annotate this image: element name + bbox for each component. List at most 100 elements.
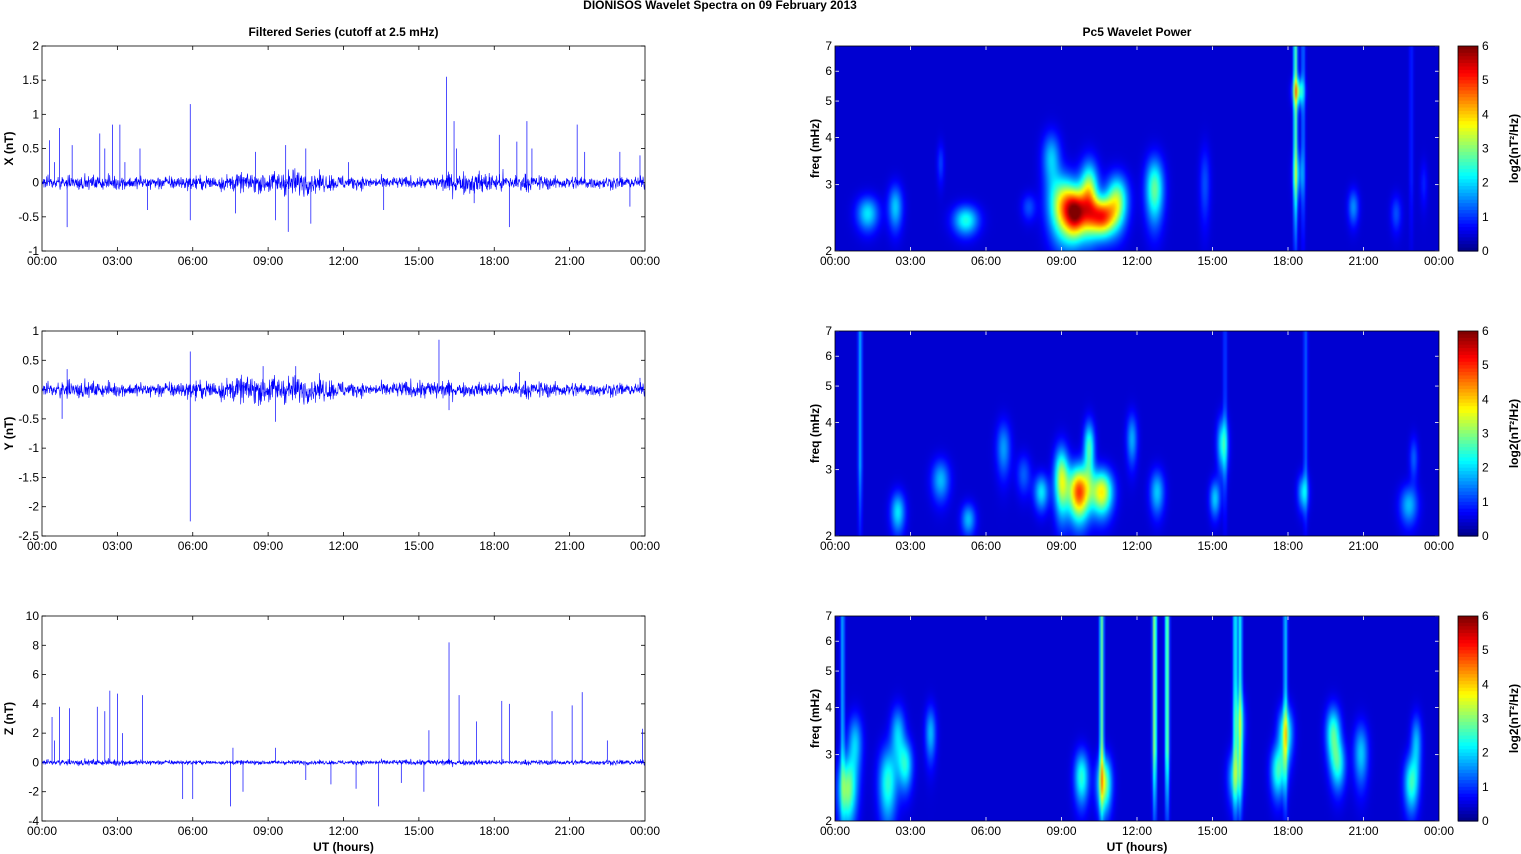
colorbar-swatch [1458, 389, 1478, 394]
colorbar-swatch [1458, 46, 1478, 51]
colorbar-swatch [1458, 358, 1478, 363]
y-tick-label: -1 [28, 441, 39, 455]
colorbar-swatch [1458, 522, 1478, 527]
colorbar: 6 5 4 3 2 1 0 log2(nT²/Hz) [1457, 324, 1521, 543]
colorbar-swatch [1458, 151, 1478, 156]
colorbar-swatch [1458, 670, 1478, 675]
x-tick-label: 06:00 [971, 824, 1001, 838]
colorbar-swatch [1458, 117, 1478, 122]
y-tick-label: 10 [26, 609, 40, 623]
colorbar-swatch [1458, 488, 1478, 493]
colorbar-swatch [1458, 687, 1478, 692]
colorbar-swatch [1458, 348, 1478, 353]
colorbar-swatch [1458, 141, 1478, 146]
x-tick-label: 00:00 [630, 254, 660, 268]
colorbar-swatch [1458, 629, 1478, 634]
colorbar-swatch [1458, 93, 1478, 98]
x-tick-label: 21:00 [555, 824, 585, 838]
data-trace [41, 373, 646, 407]
colorbar-swatch [1458, 800, 1478, 805]
colorbar-swatch [1458, 76, 1478, 81]
colorbar-swatch [1458, 674, 1478, 679]
colorbar-swatch [1458, 87, 1478, 92]
y-tick-label: -4 [28, 814, 39, 828]
colorbar-swatch [1458, 107, 1478, 112]
plot-frame [41, 615, 646, 822]
colorbar-swatch [1458, 619, 1478, 624]
x-tick-label: 15:00 [404, 824, 434, 838]
colorbar-swatch [1458, 739, 1478, 744]
colorbar-swatch [1458, 525, 1478, 530]
colorbar-swatch [1458, 793, 1478, 798]
colorbar-swatch [1458, 639, 1478, 644]
x-axis-label: UT (hours) [313, 840, 374, 854]
x-tick-label: 12:00 [1122, 824, 1152, 838]
colorbar-tick-label: 2 [1482, 176, 1489, 190]
colorbar-swatch [1458, 158, 1478, 163]
colorbar-tick-label: 4 [1482, 107, 1489, 121]
colorbar-tick-label: 0 [1482, 529, 1489, 543]
x-tick-label: 15:00 [1197, 824, 1227, 838]
colorbar-tick-label: 5 [1482, 643, 1489, 657]
x-tick-label: 21:00 [1348, 824, 1378, 838]
colorbar-swatch [1458, 344, 1478, 349]
colorbar-swatch [1458, 498, 1478, 503]
y-tick-label: -1.5 [18, 470, 39, 484]
colorbar-swatch [1458, 83, 1478, 88]
y-tick-label: 4 [32, 697, 39, 711]
colorbar-swatch [1458, 196, 1478, 201]
y-tick-label: 3 [825, 748, 832, 762]
x-tick-label: 18:00 [479, 824, 509, 838]
colorbar-swatch [1458, 365, 1478, 370]
colorbar-swatch [1458, 776, 1478, 781]
x-tick-label: 03:00 [102, 539, 132, 553]
y-tick-label: 1 [32, 324, 39, 338]
x-tick-label: 09:00 [1046, 254, 1076, 268]
colorbar-swatch [1458, 471, 1478, 476]
x-tick-label: 09:00 [253, 824, 283, 838]
plot-frame [41, 330, 646, 537]
colorbar-swatch [1458, 512, 1478, 517]
figure-title: DIONISOS Wavelet Spectra on 09 February … [583, 0, 857, 12]
colorbar-swatch [1458, 73, 1478, 78]
colorbar-swatch [1458, 399, 1478, 404]
colorbar-swatch [1458, 704, 1478, 709]
colorbar-swatch [1458, 780, 1478, 785]
x-tick-label: 18:00 [479, 539, 509, 553]
colorbar-swatch [1458, 145, 1478, 150]
y-tick-label: 1 [32, 107, 39, 121]
colorbar: 6 5 4 3 2 1 0 log2(nT²/Hz) [1457, 609, 1521, 828]
colorbar-swatch [1458, 63, 1478, 68]
colorbar-swatch [1458, 457, 1478, 462]
colorbar-swatch [1458, 192, 1478, 197]
colorbar-swatch [1458, 392, 1478, 397]
y-tick-label: 5 [825, 94, 832, 108]
y-tick-label: 2 [32, 39, 39, 53]
colorbar-swatch [1458, 622, 1478, 627]
x-tick-label: 18:00 [1273, 254, 1303, 268]
colorbar-tick-label: 5 [1482, 73, 1489, 87]
colorbar-swatch [1458, 766, 1478, 771]
panel-title: Filtered Series (cutoff at 2.5 mHz) [248, 25, 438, 39]
colorbar-swatch [1458, 803, 1478, 808]
x-tick-label: 09:00 [1046, 539, 1076, 553]
colorbar-swatch [1458, 759, 1478, 764]
colorbar-swatch [1458, 745, 1478, 750]
x-tick-label: 15:00 [1197, 254, 1227, 268]
colorbar-swatch [1458, 216, 1478, 221]
x-tick-label: 06:00 [178, 254, 208, 268]
colorbar-swatch [1458, 643, 1478, 648]
y-tick-label: 0.5 [22, 353, 39, 367]
colorbar-swatch [1458, 337, 1478, 342]
colorbar-swatch [1458, 464, 1478, 469]
y-tick-label: 4 [825, 131, 832, 145]
colorbar-swatch [1458, 52, 1478, 57]
colorbar-swatch [1458, 80, 1478, 85]
colorbar-swatch [1458, 433, 1478, 438]
colorbar-frame [1457, 330, 1479, 537]
colorbar-swatch [1458, 715, 1478, 720]
x-tick-label: 12:00 [328, 539, 358, 553]
y-tick-label: 4 [825, 416, 832, 430]
